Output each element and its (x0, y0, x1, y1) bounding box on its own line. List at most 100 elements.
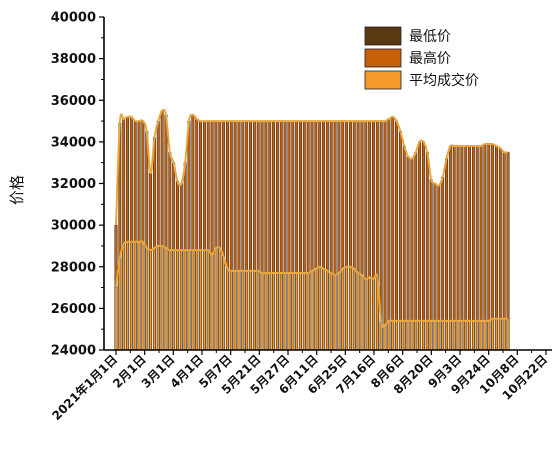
bar-high (452, 145, 456, 351)
bar-avg (129, 241, 133, 351)
bar-avg (433, 320, 437, 351)
bar-avg (418, 320, 422, 351)
bar-avg (152, 247, 156, 351)
bar-avg (199, 249, 202, 351)
bar-avg (179, 249, 183, 351)
bar-avg (272, 272, 276, 351)
bar-avg (498, 318, 502, 351)
bar-avg (483, 320, 487, 351)
legend-label: 平均成交价 (409, 72, 479, 89)
bar-avg (168, 249, 172, 351)
y-axis-label: 价格 (8, 175, 26, 205)
bar-high (422, 141, 425, 351)
bar-avg (437, 320, 441, 351)
bar-avg (249, 270, 252, 351)
bar-avg (448, 320, 452, 351)
bar-high (383, 120, 387, 351)
legend-label: 最高价 (409, 50, 451, 67)
bar-avg (233, 270, 237, 351)
bar-avg (406, 320, 410, 351)
bar-avg (360, 274, 364, 351)
bar-high (475, 145, 479, 351)
bar-high (479, 145, 483, 351)
bar-avg (452, 320, 456, 351)
bar-avg (491, 318, 495, 351)
bar-avg (337, 272, 341, 351)
bar-avg (114, 287, 118, 351)
legend-swatch (364, 26, 402, 46)
bar-avg (402, 320, 406, 351)
bar-avg (245, 270, 249, 351)
bar-high (468, 145, 472, 351)
bar-avg (352, 268, 356, 351)
bar-high (456, 145, 460, 351)
bar-avg (252, 270, 256, 351)
bar-avg (325, 270, 329, 351)
bar-avg (229, 270, 233, 351)
bar-avg (395, 320, 398, 351)
bar-avg (218, 247, 222, 351)
bar-avg (495, 318, 498, 351)
y-tick-label: 24000 (51, 344, 96, 359)
bar-avg (176, 249, 179, 351)
bar-avg (348, 266, 352, 351)
bar-avg (156, 245, 160, 351)
bar-avg (372, 278, 375, 351)
bar-high (448, 145, 452, 351)
bar-avg (429, 320, 433, 351)
bar-high (402, 145, 406, 351)
bar-avg (306, 272, 310, 351)
bar-avg (410, 320, 414, 351)
y-tick-label: 26000 (51, 302, 96, 317)
bar-avg (329, 272, 333, 351)
bar-avg (295, 272, 299, 351)
bar-avg (479, 320, 483, 351)
bar-avg (275, 272, 279, 351)
bar-avg (260, 272, 264, 351)
legend-label: 最低价 (409, 29, 451, 45)
y-tick-label: 30000 (51, 219, 96, 234)
bar-avg (241, 270, 245, 351)
legend-swatch (364, 48, 402, 68)
bar-avg (206, 249, 210, 351)
bar-avg (314, 268, 318, 351)
bar-avg (133, 241, 137, 351)
bar-avg (460, 320, 464, 351)
bar-avg (164, 247, 168, 351)
bar-avg (506, 318, 510, 351)
bar-high (483, 143, 487, 351)
bar-avg (502, 318, 506, 351)
bar-avg (441, 320, 445, 351)
y-tick-label: 28000 (51, 260, 96, 275)
bar-high (395, 120, 398, 351)
bar-avg (398, 320, 402, 351)
bar-avg (118, 258, 122, 351)
bar-avg (172, 249, 176, 351)
y-tick-label: 34000 (51, 135, 96, 150)
bar-avg (141, 241, 145, 351)
bar-avg (456, 320, 460, 351)
bar-high (464, 145, 468, 351)
x-tick-label: 2021年1月1日 (49, 352, 120, 423)
bar-high (460, 145, 464, 351)
bar-high (398, 131, 402, 351)
bar-avg (391, 320, 395, 351)
bar-high (418, 141, 422, 351)
bar-avg (422, 320, 425, 351)
bar-avg (149, 249, 153, 351)
bar-avg (322, 268, 325, 351)
bar-avg (445, 320, 448, 351)
y-tick-label: 40000 (51, 11, 96, 26)
bar-avg (487, 320, 491, 351)
bar-high (391, 116, 395, 351)
bar-avg (287, 272, 291, 351)
bar-avg (356, 272, 360, 351)
bar-avg (226, 268, 229, 351)
bar-avg (187, 249, 191, 351)
bar-avg (368, 276, 372, 351)
bar-avg (237, 270, 241, 351)
bar-avg (318, 266, 322, 351)
legend-swatch (364, 70, 402, 90)
